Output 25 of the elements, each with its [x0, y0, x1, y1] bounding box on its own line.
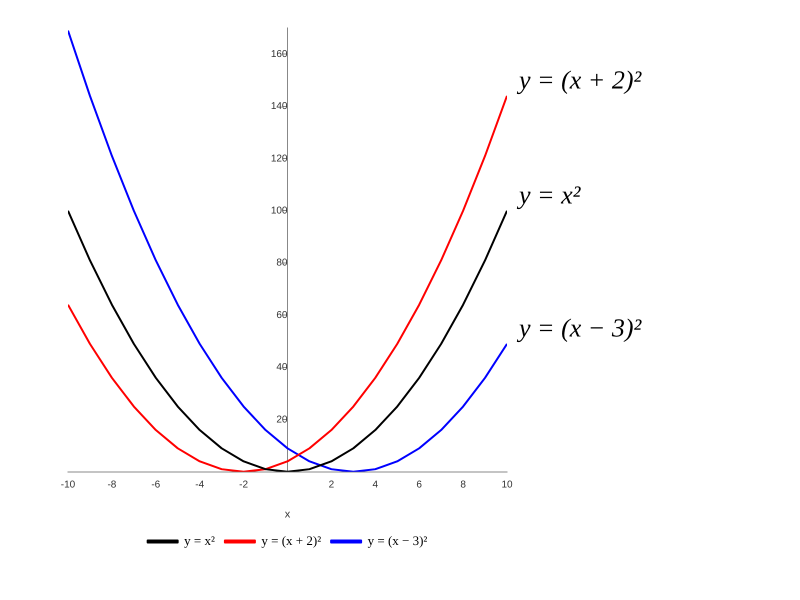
- legend-label: y = (x + 2)²: [261, 532, 322, 548]
- text: y = (x + 2)²: [519, 66, 642, 95]
- x-tick-label: 4: [372, 480, 379, 491]
- y-tick-label: 160: [270, 48, 288, 60]
- x-tick-label: 6: [416, 480, 422, 491]
- x-tick-label: 2: [328, 480, 335, 491]
- legend-label: y = x²: [184, 532, 215, 548]
- legend-label: y = (x − 3)²: [368, 532, 428, 548]
- y-tick-label: 60: [276, 310, 288, 321]
- text: y = (x − 3)²: [519, 314, 642, 343]
- x-tick-label: -6: [151, 480, 161, 491]
- x-tick-label: 10: [501, 480, 513, 491]
- x-tick-label: -8: [107, 480, 117, 491]
- y-tick-label: 20: [276, 414, 288, 426]
- x-tick-label: -10: [60, 480, 76, 491]
- x-tick-label: 8: [460, 480, 466, 491]
- y-tick-label: 40: [276, 362, 288, 374]
- text: y = x²: [519, 180, 580, 210]
- x-tick-label: -2: [239, 480, 248, 491]
- x-axis-title: x: [284, 508, 291, 520]
- y-tick-label: 80: [276, 258, 288, 269]
- y-tick-label: 140: [270, 101, 288, 112]
- x-tick-label: -4: [195, 480, 205, 491]
- y-tick-label: 100: [270, 205, 288, 216]
- y-tick-label: 120: [270, 153, 288, 164]
